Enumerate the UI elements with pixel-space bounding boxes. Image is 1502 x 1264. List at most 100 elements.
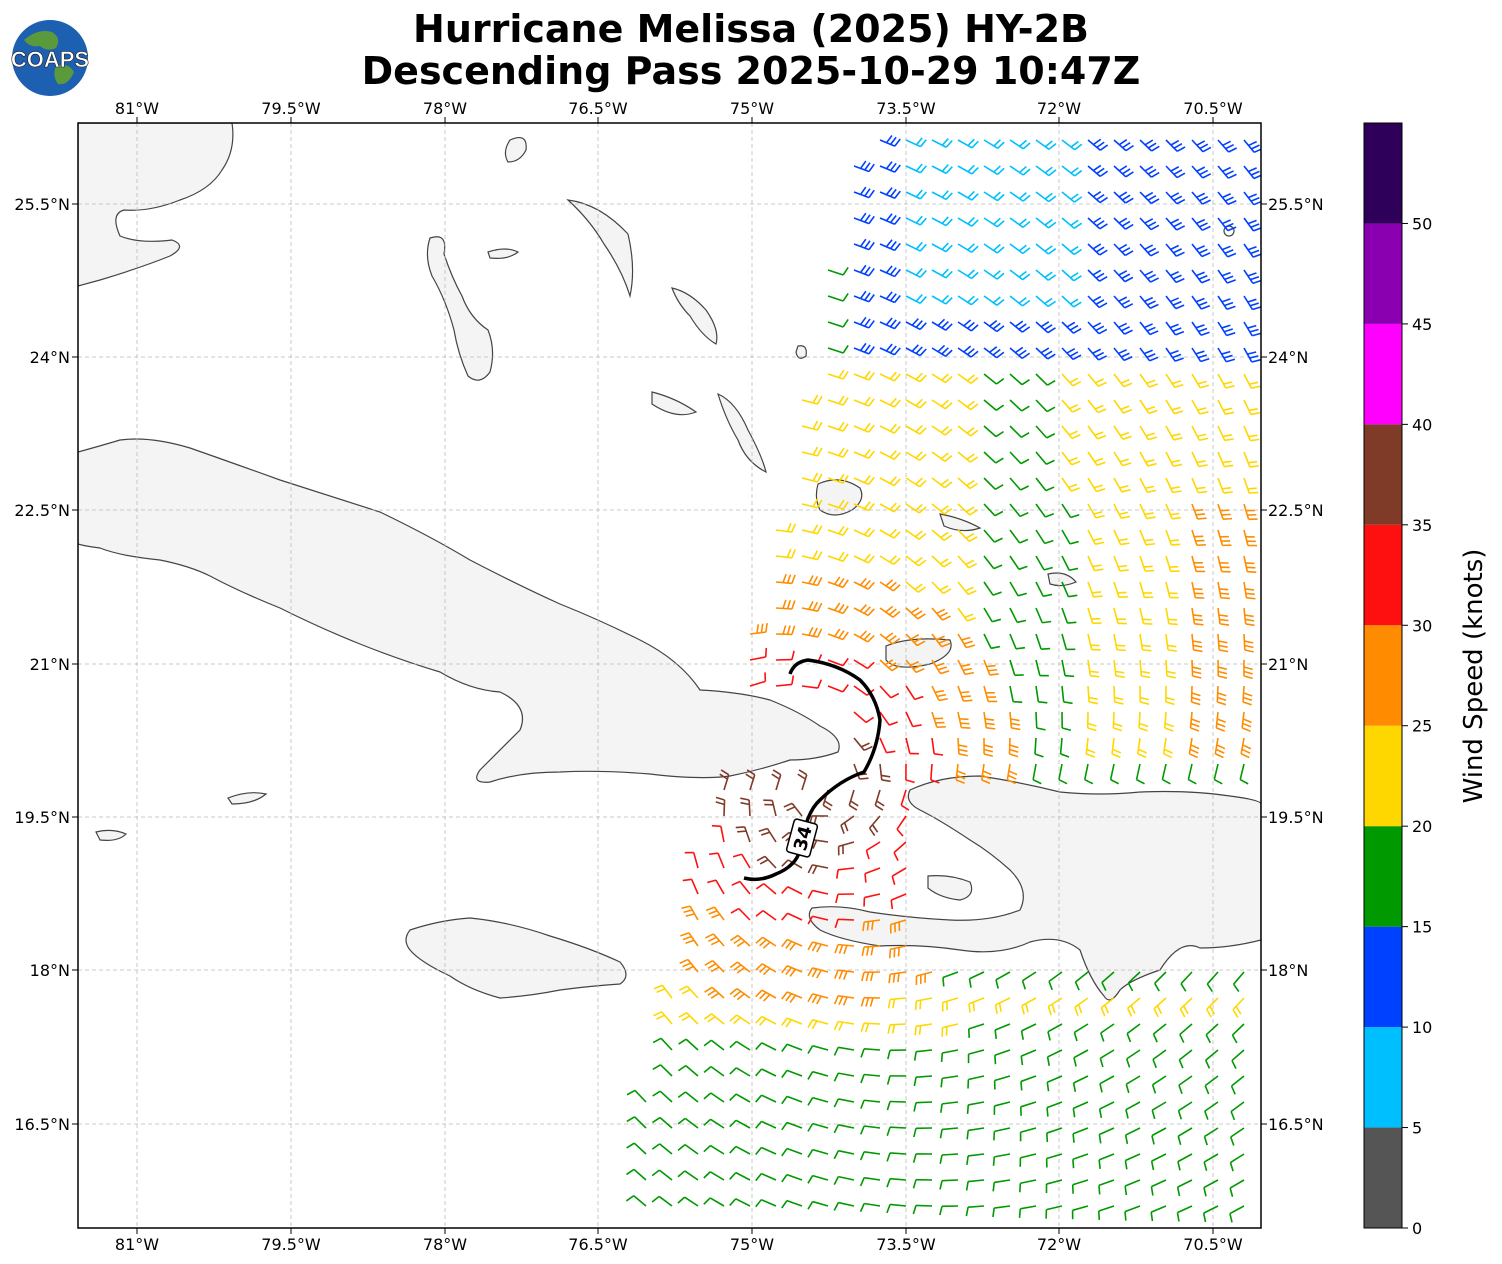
wind-barb — [1046, 1101, 1063, 1117]
wind-barb — [1006, 763, 1018, 785]
wind-barb — [905, 215, 927, 226]
wind-barb — [912, 1153, 933, 1163]
wind-barb — [1113, 243, 1134, 257]
wind-barb — [930, 763, 940, 784]
wind-barb — [1187, 763, 1197, 785]
lon-tick-label-top: 70.5°W — [1183, 99, 1243, 118]
wind-barb — [729, 1171, 751, 1181]
wind-barb — [1165, 139, 1186, 153]
wind-barb — [1087, 503, 1105, 519]
wind-barb — [966, 1153, 985, 1165]
wind-barb — [966, 1127, 985, 1140]
wind-barb — [1061, 139, 1083, 151]
wind-barb — [931, 581, 952, 595]
colorbar-segment — [1364, 223, 1402, 324]
lat-tick-label-left: 18°N — [30, 961, 70, 980]
island-3 — [671, 287, 718, 345]
colorbar-segment — [1364, 424, 1402, 525]
wind-barb — [652, 1090, 673, 1103]
wind-barb — [1113, 347, 1133, 362]
wind-barb — [905, 267, 927, 278]
wind-barb — [1191, 503, 1207, 520]
wind-barb — [1061, 295, 1082, 308]
wind-barb — [913, 1127, 933, 1138]
wind-barb — [1191, 555, 1206, 573]
wind-barb — [967, 1049, 985, 1064]
wind-barb — [890, 893, 907, 910]
wind-barb — [940, 1049, 959, 1063]
wind-barb — [807, 1174, 829, 1184]
wind-barb — [1074, 971, 1089, 991]
storm-track — [743, 658, 882, 882]
wind-barb — [905, 737, 919, 755]
island-4 — [651, 391, 698, 416]
lat-tick-label-right: 25.5°N — [1268, 195, 1324, 214]
wind-barb — [905, 424, 927, 435]
wind-barb — [677, 1196, 699, 1207]
wind-barb — [853, 577, 875, 590]
map-gridlines — [78, 123, 1261, 1228]
wind-barb — [1139, 685, 1150, 705]
wind-barb — [853, 238, 875, 251]
wind-barb — [1176, 1205, 1193, 1222]
wind-barb — [888, 971, 907, 984]
wind-barb — [879, 265, 901, 278]
wind-barb — [853, 501, 875, 512]
wind-barb — [801, 600, 823, 612]
wind-barb — [1178, 1075, 1193, 1094]
wind-barb — [834, 969, 855, 980]
wind-barb — [1087, 425, 1107, 440]
wind-barb — [729, 961, 751, 974]
lat-tick-label-right: 16.5°N — [1268, 1115, 1324, 1134]
wind-barb — [749, 647, 768, 661]
wind-barb — [905, 189, 927, 200]
wind-barb — [1087, 659, 1100, 678]
wind-barb — [1087, 529, 1105, 546]
wind-barb — [1191, 659, 1202, 679]
wind-barb — [853, 396, 875, 407]
wind-barb — [862, 919, 881, 932]
wind-barb — [879, 659, 900, 672]
wind-barb — [905, 477, 927, 488]
wind-barb — [914, 997, 933, 1011]
wind-barb — [775, 522, 797, 533]
wind-barb — [704, 986, 725, 999]
wind-barb — [827, 576, 849, 589]
wind-barb — [1009, 217, 1031, 228]
wind-barb — [1035, 555, 1053, 571]
wind-barb — [1061, 477, 1080, 492]
wind-barb — [1035, 139, 1057, 150]
wind-barb — [1136, 737, 1148, 759]
wind-barb — [957, 243, 979, 254]
wind-barb — [1139, 529, 1155, 546]
wind-barb — [1113, 503, 1131, 520]
wind-barb — [626, 1142, 647, 1155]
wind-barb — [708, 852, 725, 869]
wind-barb — [1243, 269, 1261, 285]
wind-barb — [681, 905, 699, 921]
wind-barb — [1035, 243, 1057, 255]
wind-barb — [1230, 1101, 1245, 1121]
colorbar-segment — [1364, 926, 1402, 1028]
wind-barb — [1152, 1023, 1167, 1043]
wind-barb — [905, 763, 915, 784]
wind-barb — [1229, 1205, 1245, 1223]
wind-barb — [1139, 321, 1159, 336]
wind-barb — [879, 291, 901, 304]
wind-barb — [781, 912, 803, 921]
wind-barb — [801, 420, 823, 431]
wind-barb — [807, 967, 829, 979]
andros-island — [426, 236, 494, 381]
wind-barb — [848, 789, 859, 811]
wind-barb — [775, 625, 796, 636]
wind-barb — [957, 529, 978, 543]
wind-barb — [1232, 971, 1245, 993]
lat-tick-label-left: 25.5°N — [14, 195, 70, 214]
lon-tick-label-top: 75°W — [730, 99, 774, 118]
wind-barb — [1154, 971, 1167, 992]
wind-barb — [940, 1075, 959, 1088]
wind-barb — [1009, 477, 1030, 491]
wind-barb — [1061, 217, 1083, 229]
wind-barb — [1243, 581, 1256, 600]
wind-barb — [677, 1091, 699, 1103]
